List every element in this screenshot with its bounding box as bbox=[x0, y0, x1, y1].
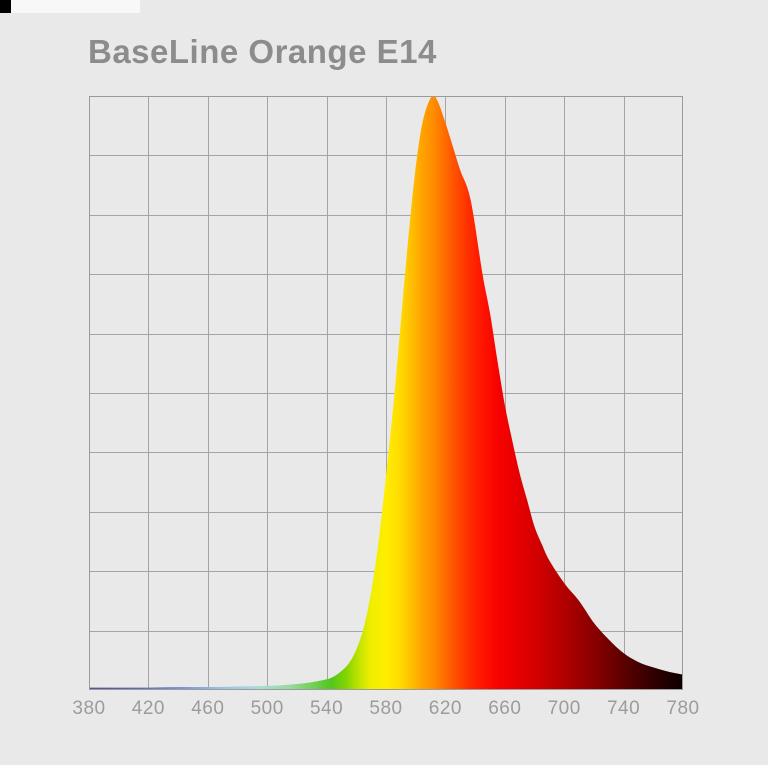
x-axis: 380 420 460 500 540 580 620 660 700 740 780 bbox=[0, 698, 768, 722]
x-tick-label: 740 bbox=[606, 698, 641, 719]
x-tick-label: 540 bbox=[309, 698, 344, 719]
x-tick-label: 420 bbox=[131, 698, 165, 719]
x-tick-label: 460 bbox=[191, 698, 225, 719]
x-tick-label: 580 bbox=[369, 698, 403, 719]
x-tick-label: 780 bbox=[666, 698, 700, 719]
corner-mark bbox=[0, 0, 11, 13]
spectrum-chart bbox=[89, 96, 683, 690]
plot-border bbox=[89, 96, 683, 690]
top-strip bbox=[0, 0, 140, 13]
x-tick-label: 700 bbox=[547, 698, 581, 719]
spectrum-area-fill bbox=[89, 96, 683, 690]
page-title: BaseLine Orange E14 bbox=[88, 33, 437, 70]
x-tick-label: 380 bbox=[72, 698, 106, 719]
x-tick-label: 660 bbox=[488, 698, 522, 719]
spectrum-plot bbox=[89, 96, 683, 690]
x-tick-label: 500 bbox=[250, 698, 284, 719]
x-tick-label: 620 bbox=[428, 698, 462, 719]
